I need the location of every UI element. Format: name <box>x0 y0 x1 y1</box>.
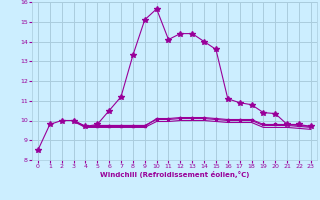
X-axis label: Windchill (Refroidissement éolien,°C): Windchill (Refroidissement éolien,°C) <box>100 171 249 178</box>
